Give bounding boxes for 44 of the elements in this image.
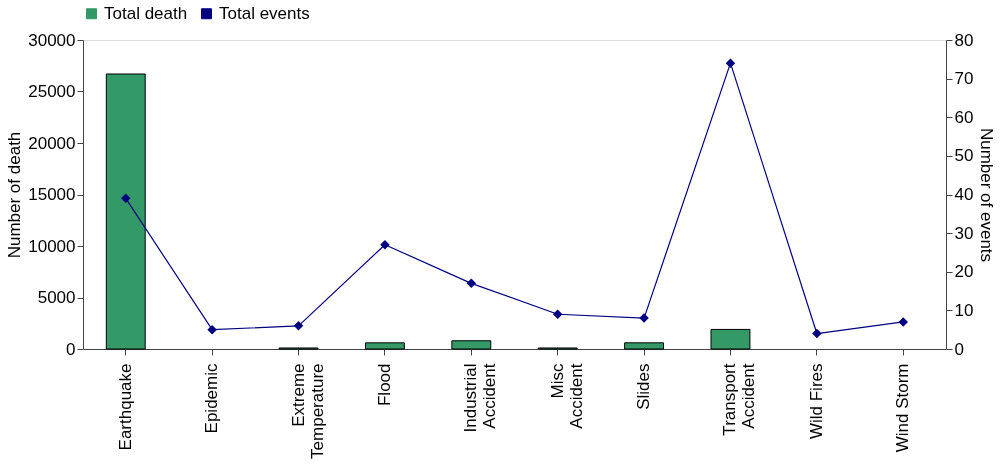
y2-tick-label: 20 [954,262,974,282]
x-tick-label: Misc Accident [547,363,586,429]
x-tick-label: Extreme Temperature [288,363,327,459]
y2-tick-label: 30 [954,223,974,243]
x-tick-label: Earthquake [115,363,135,451]
y-tick-label: 20000 [28,133,76,153]
point [725,58,736,68]
legend-label: Total events [219,3,310,23]
x-tick-label: Flood [374,363,394,407]
x-tick-label: Slides [634,363,654,410]
y2-tick-label: 60 [954,107,974,127]
point [380,239,390,250]
y2-tick-label: 50 [954,146,974,166]
x-tick-label: Epidemic [202,363,222,434]
bar [105,73,146,350]
point [293,321,304,331]
y2-tick-label: 70 [954,69,974,89]
y2-tick-label: 40 [954,185,974,204]
y-tick-label: 10000 [28,236,76,256]
y2-tick-label: 80 [954,30,974,50]
bar [364,342,405,350]
legend-label: Total death [104,3,188,23]
y-tick-label: 25000 [28,82,76,101]
point [812,328,822,339]
x-tick-label: Industrial Accident [461,363,500,433]
x-tick-label: Wind Storm [893,363,913,453]
bar [624,342,665,350]
x-tick-label: Wild Fires [806,363,826,440]
y-axis-title: Number of death [5,131,25,259]
y2-axis-title: Number of events [977,127,997,263]
x-tick-label: Transport Accident [720,363,759,436]
y-tick-label: 30000 [28,30,76,50]
point [898,317,908,327]
y-tick-label: 15000 [28,185,76,204]
point [466,278,477,289]
y2-tick-label: 10 [954,300,974,320]
point [207,324,217,335]
y-tick-label: 0 [66,339,76,359]
bar [451,340,492,350]
y2-tick-label: 0 [954,339,964,359]
point [121,193,131,204]
y-tick-label: 5000 [37,288,76,307]
point [552,309,563,319]
bar [710,328,751,350]
